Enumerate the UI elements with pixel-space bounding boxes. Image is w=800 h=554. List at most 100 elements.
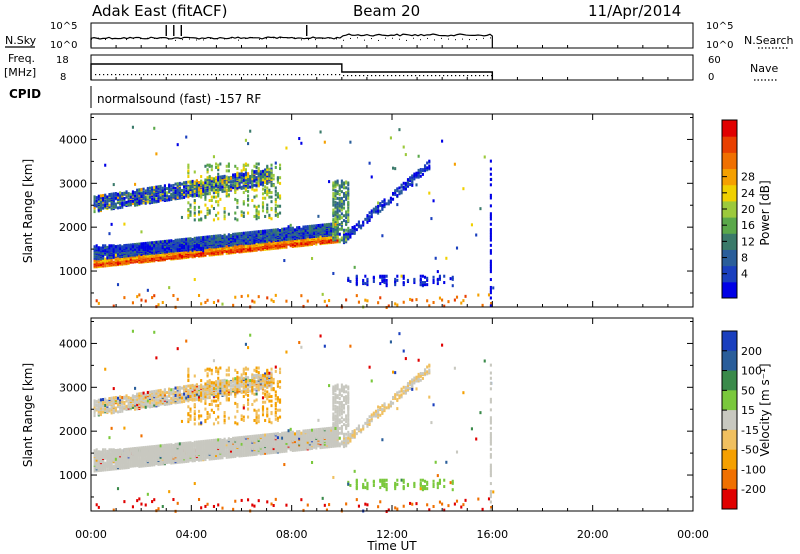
power-cell bbox=[151, 194, 154, 198]
nave-point bbox=[347, 75, 349, 77]
power-cell bbox=[366, 283, 369, 287]
power-cell bbox=[108, 248, 111, 252]
velocity-cell bbox=[153, 450, 156, 454]
power-cell bbox=[223, 236, 226, 240]
power-cell bbox=[129, 194, 132, 198]
power-cell bbox=[253, 170, 256, 174]
power-cell bbox=[140, 192, 143, 196]
power-cell bbox=[165, 248, 169, 252]
power-cell bbox=[340, 184, 343, 188]
power-cell bbox=[436, 270, 439, 274]
velocity-cell bbox=[108, 452, 111, 456]
power-cell bbox=[274, 193, 277, 197]
power-cell bbox=[328, 222, 331, 226]
power-cell bbox=[174, 194, 177, 198]
power-cell bbox=[334, 192, 337, 196]
power-cell bbox=[232, 184, 235, 188]
power-cell bbox=[338, 222, 341, 226]
nave-point bbox=[247, 74, 249, 76]
nsearch-point bbox=[434, 39, 435, 41]
freq-trace bbox=[90, 63, 494, 80]
power-cell bbox=[257, 204, 260, 208]
power-cell bbox=[170, 249, 173, 253]
velocity-cell bbox=[106, 468, 109, 472]
power-cell bbox=[200, 247, 203, 251]
power-cell bbox=[189, 191, 192, 195]
power-cell bbox=[334, 218, 337, 222]
power-cell bbox=[283, 227, 286, 231]
nave-point bbox=[171, 74, 173, 76]
power-cell bbox=[347, 191, 350, 195]
power-cell bbox=[95, 244, 98, 248]
power-cell bbox=[234, 241, 237, 245]
power-cell bbox=[353, 227, 356, 231]
power-cell bbox=[187, 253, 190, 257]
power-cell bbox=[99, 208, 103, 212]
power-cell bbox=[119, 247, 122, 251]
power-cell bbox=[338, 238, 341, 242]
power-cell bbox=[219, 234, 222, 238]
velocity-cell bbox=[121, 402, 124, 406]
power-cell bbox=[93, 205, 96, 209]
velocity-cell bbox=[121, 453, 124, 457]
velocity-cell bbox=[116, 405, 120, 409]
power-cell bbox=[338, 201, 341, 205]
power-cell bbox=[342, 192, 346, 196]
power-cell bbox=[362, 278, 365, 282]
power-cell bbox=[274, 238, 277, 242]
power-cell bbox=[266, 189, 269, 193]
power-cell bbox=[168, 247, 171, 251]
power-cell bbox=[95, 299, 98, 303]
power-cell bbox=[223, 214, 226, 218]
power-cell bbox=[268, 188, 271, 192]
velocity-cell bbox=[112, 451, 115, 455]
velocity-cell bbox=[97, 452, 100, 456]
power-cell bbox=[426, 166, 429, 170]
power-cell bbox=[276, 232, 279, 236]
velocity-cell bbox=[125, 453, 128, 457]
velocity-cell bbox=[153, 458, 156, 462]
power-cell bbox=[332, 218, 335, 222]
power-cell bbox=[489, 259, 492, 263]
power-cell bbox=[204, 252, 207, 256]
power-cell bbox=[451, 277, 454, 281]
power-cell bbox=[489, 183, 492, 187]
power-cell bbox=[489, 304, 492, 308]
power-cell bbox=[112, 192, 115, 196]
power-cell bbox=[266, 229, 269, 233]
power-cell bbox=[200, 194, 203, 198]
power-cell bbox=[261, 235, 265, 239]
power-cell bbox=[112, 249, 115, 253]
power-cell bbox=[453, 298, 456, 302]
power-cell bbox=[157, 248, 160, 252]
power-cell bbox=[404, 181, 407, 185]
power-cell bbox=[268, 216, 271, 220]
power-cell bbox=[347, 276, 350, 280]
power-cell bbox=[193, 218, 196, 222]
power-cell bbox=[172, 255, 175, 259]
power-cell bbox=[306, 230, 309, 234]
power-cell bbox=[272, 173, 275, 177]
power-cell bbox=[200, 236, 203, 240]
power-cell bbox=[223, 187, 226, 191]
power-cell bbox=[249, 129, 252, 133]
power-cell bbox=[191, 252, 194, 256]
nave-point bbox=[271, 74, 273, 76]
power-cell bbox=[114, 204, 117, 208]
power-cell bbox=[334, 234, 337, 238]
power-cell bbox=[355, 294, 358, 298]
power-cell bbox=[392, 166, 395, 170]
power-cell bbox=[347, 183, 350, 187]
power-cell bbox=[202, 187, 205, 191]
power-cell bbox=[300, 227, 303, 231]
nsky-trace-line bbox=[90, 33, 493, 48]
power-cell bbox=[441, 298, 444, 302]
power-cell bbox=[251, 175, 254, 179]
nsearch-point bbox=[455, 39, 456, 41]
velocity-cell bbox=[119, 398, 122, 402]
nsearch-point bbox=[490, 37, 491, 39]
velocity-cell bbox=[134, 451, 137, 455]
power-cell bbox=[332, 221, 335, 225]
nave-point bbox=[447, 75, 449, 77]
velocity-cell bbox=[138, 399, 141, 403]
